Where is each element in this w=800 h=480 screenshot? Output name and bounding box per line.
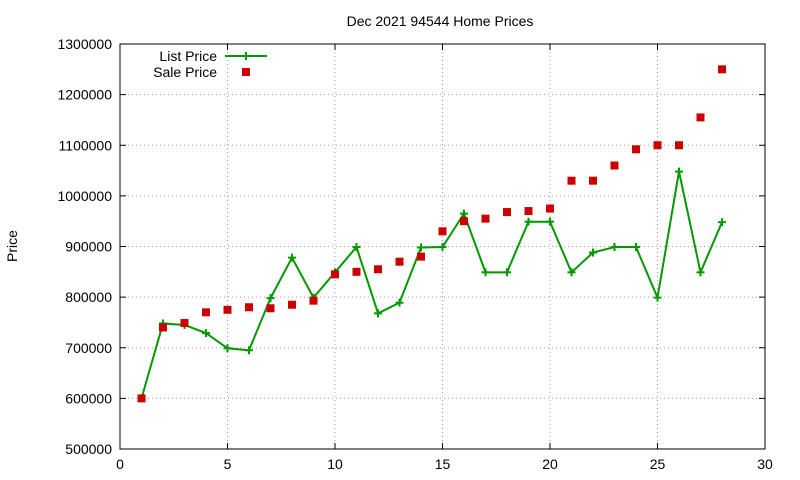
list-price-point: [567, 268, 576, 277]
x-tick-label: 25: [650, 456, 666, 472]
list-price-point: [524, 217, 533, 226]
sale-price-point: [675, 141, 683, 150]
list-price-point: [696, 268, 705, 277]
sale-price-point: [202, 308, 210, 317]
x-tick-label: 20: [542, 456, 558, 472]
list-price-point: [546, 217, 554, 226]
sale-price-point: [438, 227, 447, 236]
sale-price-point: [417, 252, 425, 261]
sale-price-point: [653, 141, 662, 150]
list-price-point: [395, 298, 404, 307]
sale-price-point: [180, 318, 189, 327]
plot-frame: [119, 43, 766, 450]
y-tick-label: 1300000: [57, 36, 112, 52]
sale-price-point: [696, 113, 705, 122]
sale-price-point: [159, 323, 167, 332]
list-price-point: [503, 268, 511, 277]
list-price-point: [374, 309, 382, 318]
sale-price-point: [546, 204, 554, 213]
x-tick-label: 10: [327, 456, 343, 472]
y-tick-label: 500000: [65, 441, 112, 457]
list-price-point: [610, 243, 619, 252]
list-price-point: [417, 243, 425, 252]
sale-price-point: [374, 265, 382, 274]
list-price-point: [481, 268, 490, 277]
sale-price-point: [245, 303, 253, 312]
list-price-point: [653, 293, 662, 302]
legend-item-sale-price: Sale Price: [153, 64, 250, 80]
list-price-point: [589, 248, 597, 257]
sale-price-point: [503, 208, 511, 217]
x-tick-label: 0: [116, 456, 124, 472]
axis-ticks: 0 5 10 15 20 25 30 500000 600000 700000 800000 9000…: [57, 36, 773, 472]
legend-marker: [242, 52, 250, 60]
y-tick-label: 900000: [65, 239, 112, 255]
sale-price-point: [567, 176, 576, 185]
y-tick-label: 600000: [65, 390, 112, 406]
list-price-point: [675, 167, 683, 176]
legend-item-list-price: List Price: [159, 48, 267, 64]
sale-price-point: [266, 304, 275, 313]
list-price-point: [202, 329, 210, 338]
sale-price-point: [481, 214, 490, 223]
legend-label: Sale Price: [153, 64, 217, 80]
sale-price-point: [352, 267, 361, 276]
y-tick-label: 1200000: [57, 87, 112, 103]
list-price-point: [632, 243, 640, 252]
sale-price-point: [395, 257, 404, 266]
legend-marker: [242, 68, 250, 76]
list-price-point: [288, 253, 296, 262]
legend-label: List Price: [159, 48, 217, 64]
y-tick-label: 800000: [65, 289, 112, 305]
series-list-price: [137, 167, 726, 403]
sale-price-point: [589, 176, 597, 185]
series-sale-price: [137, 65, 726, 403]
sale-price-point: [288, 300, 296, 309]
list-price-point: [266, 294, 275, 303]
list-price-line: [140, 171, 723, 399]
sale-price-point: [137, 394, 146, 403]
list-price-point: [245, 346, 253, 355]
y-axis-label: Price: [4, 230, 20, 262]
sale-price-point: [309, 296, 318, 305]
y-tick-label: 1000000: [57, 188, 112, 204]
list-price-point: [718, 218, 726, 227]
x-tick-label: 30: [757, 456, 773, 472]
list-price-point: [352, 243, 361, 252]
chart-title: Dec 2021 94544 Home Prices: [347, 13, 534, 29]
x-tick-label: 5: [224, 456, 232, 472]
x-tick-label: 15: [435, 456, 451, 472]
sale-price-point: [223, 305, 232, 314]
list-price-point: [223, 344, 232, 353]
list-price-point: [460, 209, 468, 218]
sale-price-point: [632, 145, 640, 154]
series-group: [137, 65, 726, 403]
sale-price-point: [524, 207, 533, 216]
sale-price-point: [331, 270, 339, 279]
y-tick-label: 700000: [65, 340, 112, 356]
sale-price-point: [460, 217, 468, 226]
y-tick-label: 1100000: [59, 137, 113, 153]
sale-price-point: [718, 65, 726, 74]
sale-price-point: [610, 161, 619, 170]
list-price-point: [438, 243, 447, 252]
